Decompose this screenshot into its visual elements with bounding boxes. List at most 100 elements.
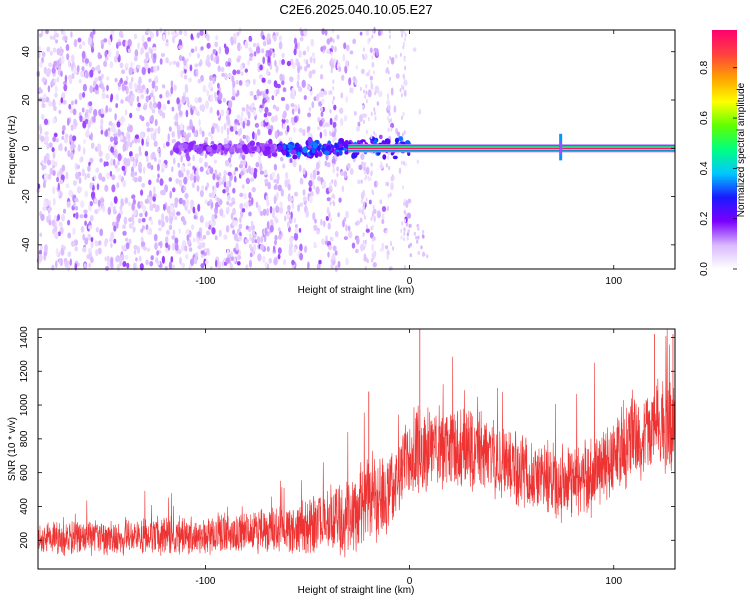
heatmap-cell [78,186,83,193]
heatmap-cell [123,85,127,91]
heatmap-cell [369,47,373,53]
heatmap-cell [387,155,390,160]
heatmap-cell [133,67,137,73]
heatmap-cell [169,216,174,221]
heatmap-cell [143,41,148,50]
heatmap-cell [142,104,147,111]
heatmap-cell [269,205,273,214]
heatmap-cell [284,179,289,188]
heatmap-cell [268,138,273,145]
heatmap-cell [151,80,156,89]
heatmap-cell [362,53,364,59]
heatmap-cell [324,29,328,36]
heatmap-cell [353,111,357,116]
heatmap-cell [131,202,135,210]
heatmap-cell [371,258,374,263]
heatmap-cell [124,109,128,116]
heatmap-cell [388,104,391,110]
heatmap-cell [329,90,332,95]
heatmap-cell [92,80,97,87]
heatmap-cell [311,52,315,58]
heatmap-cell [312,169,316,175]
snr-x-tick-label: 100 [605,576,622,587]
heatmap-cell [279,201,283,208]
heatmap-cell [194,46,198,52]
heatmap-cell [115,93,120,101]
heatmap-cell [252,42,257,47]
heatmap-cell [136,64,141,69]
heatmap-cell [317,116,320,123]
heatmap-cell [178,55,183,61]
heatmap-cell [51,219,56,227]
heatmap-cell [183,176,188,185]
heatmap-cell [165,57,169,64]
heatmap-cell [88,61,92,68]
heatmap-cell [296,80,300,89]
heatmap-cell [192,105,196,111]
heatmap-cell [249,140,256,147]
heatmap-cell [82,41,86,46]
heatmap-cell [97,143,101,153]
heatmap-cell [211,227,216,235]
heatmap-cell [387,250,390,255]
heatmap-cell [192,237,196,243]
heatmap-cell [82,83,88,92]
heatmap-cell [227,171,232,177]
heatmap-cell [277,247,282,255]
heatmap-panel: -100 0 100 -40 -20 0 20 40 Height of straight … [7,26,676,296]
heatmap-cell [139,88,144,94]
heatmap-cell [131,194,136,200]
heatmap-cell [221,72,226,77]
heatmap-cell [328,244,332,251]
heatmap-cell [160,52,165,58]
heatmap-cell [257,253,262,262]
heatmap-cell [356,220,360,226]
heatmap-cell [402,73,405,79]
heatmap-cell [106,84,109,92]
heatmap-cell [110,200,113,209]
heatmap-cell [278,59,282,66]
heatmap-cell [217,99,222,104]
heatmap-cell [311,101,315,109]
heatmap-cell [49,35,54,40]
heatmap-cell [204,221,209,229]
heatmap-cell [264,146,271,151]
heatmap-cell [53,225,58,233]
heatmap-cell [137,218,142,224]
heatmap-cell [241,208,246,213]
heatmap-cell [421,234,425,239]
heatmap-cell [58,221,63,227]
heatmap-cell [266,199,270,207]
heatmap-cell [367,37,370,45]
heatmap-cell [351,153,356,159]
heatmap-cell [152,47,157,52]
heatmap-cell [46,68,51,76]
heatmap-cell [61,164,66,172]
heatmap-cell [290,149,297,155]
heatmap-cell [279,73,284,81]
heatmap-cell [388,119,391,124]
heatmap-cell [125,75,129,82]
heatmap-cell [97,247,102,255]
heatmap-cell [53,161,58,167]
heatmap-cell [106,76,110,81]
heatmap-cell [275,205,280,213]
heatmap-cell [338,197,342,203]
colorbar-tick-label: 0.0 [699,262,710,276]
heatmap-cell [149,190,152,198]
heatmap-cell [266,246,270,252]
heatmap-cell [276,173,280,182]
heatmap-cell [403,236,405,242]
heatmap-cell [60,56,65,64]
heatmap-cell [371,251,376,260]
heatmap-cell [355,248,359,254]
heatmap-cell [232,69,237,76]
heatmap-cell [82,147,86,156]
heatmap-cell [238,80,243,86]
heatmap-cell [68,103,72,110]
heatmap-cell [113,55,118,63]
heatmap-cell [87,165,91,172]
heatmap-cell [88,108,92,114]
heatmap-cell [183,74,188,80]
heatmap-cell [127,39,132,47]
